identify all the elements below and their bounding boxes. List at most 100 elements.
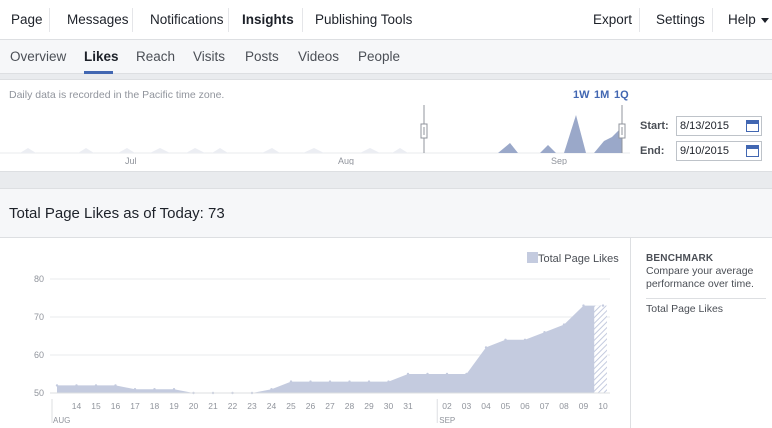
x-tick-label: 10: [598, 401, 608, 411]
nav-settings[interactable]: Settings: [656, 12, 705, 27]
data-point: [406, 372, 410, 376]
y-tick-label: 80: [34, 274, 44, 284]
active-tab-indicator: [84, 71, 113, 74]
mini-chart-faded-area: [20, 148, 408, 153]
end-date-label: End:: [640, 145, 665, 157]
data-point: [601, 304, 605, 307]
nav-insights[interactable]: Insights: [242, 12, 294, 27]
data-point: [543, 331, 546, 334]
x-tick-label: 07: [540, 401, 550, 411]
x-tick-label: 15: [91, 401, 101, 411]
tab-videos[interactable]: Videos: [298, 49, 340, 64]
range-1m-button[interactable]: 1M: [594, 89, 610, 101]
x-tick-label: 17: [130, 401, 140, 411]
start-date-field[interactable]: 8/13/2015: [676, 116, 762, 136]
x-tick-label: 02: [442, 401, 452, 411]
total-likes-area-chart[interactable]: 50 60 70 80 14 15 16 17 18 19 20 21 22 23 24 25 26 27 28 29…: [0, 238, 630, 428]
x-tick-label: 31: [403, 401, 413, 411]
x-tick-label: 21: [208, 401, 218, 411]
chart-legend[interactable]: Total Page Likes: [527, 252, 619, 265]
x-tick-label: 28: [345, 401, 355, 411]
data-point: [133, 388, 137, 391]
end-date-value: 9/10/2015: [680, 145, 729, 157]
data-point: [445, 372, 449, 376]
nav-divider: [228, 8, 229, 32]
x-tick-label: 24: [267, 401, 277, 411]
x-tick-label: 30: [384, 401, 394, 411]
tab-reach[interactable]: Reach: [136, 49, 176, 64]
data-point: [55, 384, 59, 387]
mini-chart-background: [0, 105, 630, 155]
data-point: [504, 338, 507, 341]
total-likes-header: Total Page Likes as of Today: 73: [0, 188, 772, 238]
nav-export[interactable]: Export: [593, 12, 633, 27]
data-point: [114, 384, 117, 387]
data-point: [387, 380, 390, 383]
selection-handle-right[interactable]: [618, 105, 626, 153]
calendar-icon[interactable]: [746, 145, 759, 157]
total-likes-title: Total Page Likes as of Today: 73: [9, 205, 225, 222]
tab-people[interactable]: People: [358, 49, 401, 64]
x-tick-label: 26: [306, 401, 316, 411]
legend-label: Total Page Likes: [538, 253, 619, 265]
x-tick-label: 19: [169, 401, 179, 411]
tab-overview[interactable]: Overview: [10, 49, 67, 64]
data-point: [172, 388, 176, 391]
x-tick-label: 25: [286, 401, 296, 411]
data-point: [309, 380, 312, 383]
x-tick-label: 27: [325, 401, 335, 411]
data-point: [426, 372, 429, 376]
x-tick-label: 03: [462, 401, 472, 411]
nav-divider: [302, 8, 303, 32]
data-point: [582, 304, 585, 307]
legend-swatch: [527, 252, 538, 263]
selection-handle-left[interactable]: [420, 105, 428, 153]
overview-mini-chart[interactable]: Jul Aug Sep: [0, 105, 630, 165]
x-tick-label: 20: [189, 401, 199, 411]
x-tick-label: 06: [520, 401, 530, 411]
total-likes-chart-panel: Total Page Likes 50 60 70 80 14 15 16 17 18 19 20 2…: [0, 238, 630, 428]
benchmark-title: BENCHMARK: [646, 253, 714, 264]
data-point: [484, 346, 488, 349]
end-date-field[interactable]: 9/10/2015: [676, 141, 762, 161]
chevron-down-icon: [760, 17, 769, 23]
x-tick-label: 04: [481, 401, 491, 411]
calendar-icon[interactable]: [746, 120, 759, 132]
data-point: [348, 380, 351, 383]
nav-divider: [132, 8, 133, 32]
y-tick-label: 60: [34, 350, 44, 360]
nav-divider: [639, 8, 640, 32]
start-date-label: Start:: [640, 120, 669, 132]
y-tick-label: 70: [34, 312, 44, 322]
mini-month-aug: Aug: [338, 156, 354, 165]
nav-help-label: Help: [728, 12, 756, 27]
nav-page[interactable]: Page: [11, 12, 43, 27]
data-point: [523, 338, 527, 341]
data-point: [367, 380, 371, 383]
partial-day-hatch: [594, 305, 607, 393]
x-tick-label: 09: [579, 401, 589, 411]
nav-help[interactable]: Help: [728, 0, 769, 40]
start-date-value: 8/13/2015: [680, 120, 729, 132]
nav-messages[interactable]: Messages: [67, 12, 129, 27]
tab-visits[interactable]: Visits: [193, 49, 226, 64]
x-tick-label: 08: [559, 401, 569, 411]
x-tick-label: 18: [150, 401, 160, 411]
x-tick-label: 05: [501, 401, 511, 411]
data-point: [289, 380, 293, 383]
x-tick-label: 14: [72, 401, 82, 411]
insights-tabs: Overview Likes Reach Visits Posts Videos…: [0, 40, 772, 74]
benchmark-item-total-page-likes[interactable]: Total Page Likes: [646, 303, 724, 315]
data-point: [465, 372, 468, 376]
tab-likes[interactable]: Likes: [84, 49, 119, 64]
month-label-aug: AUG: [53, 416, 70, 425]
range-1q-button[interactable]: 1Q: [614, 89, 629, 101]
x-tick-label: 16: [111, 401, 121, 411]
nav-publishing-tools[interactable]: Publishing Tools: [315, 12, 413, 27]
mini-chart-selected-area: [498, 115, 622, 153]
tab-posts[interactable]: Posts: [245, 49, 279, 64]
range-1w-button[interactable]: 1W: [573, 89, 590, 101]
nav-notifications[interactable]: Notifications: [150, 12, 224, 27]
y-tick-label: 50: [34, 388, 44, 398]
data-point: [153, 388, 156, 391]
